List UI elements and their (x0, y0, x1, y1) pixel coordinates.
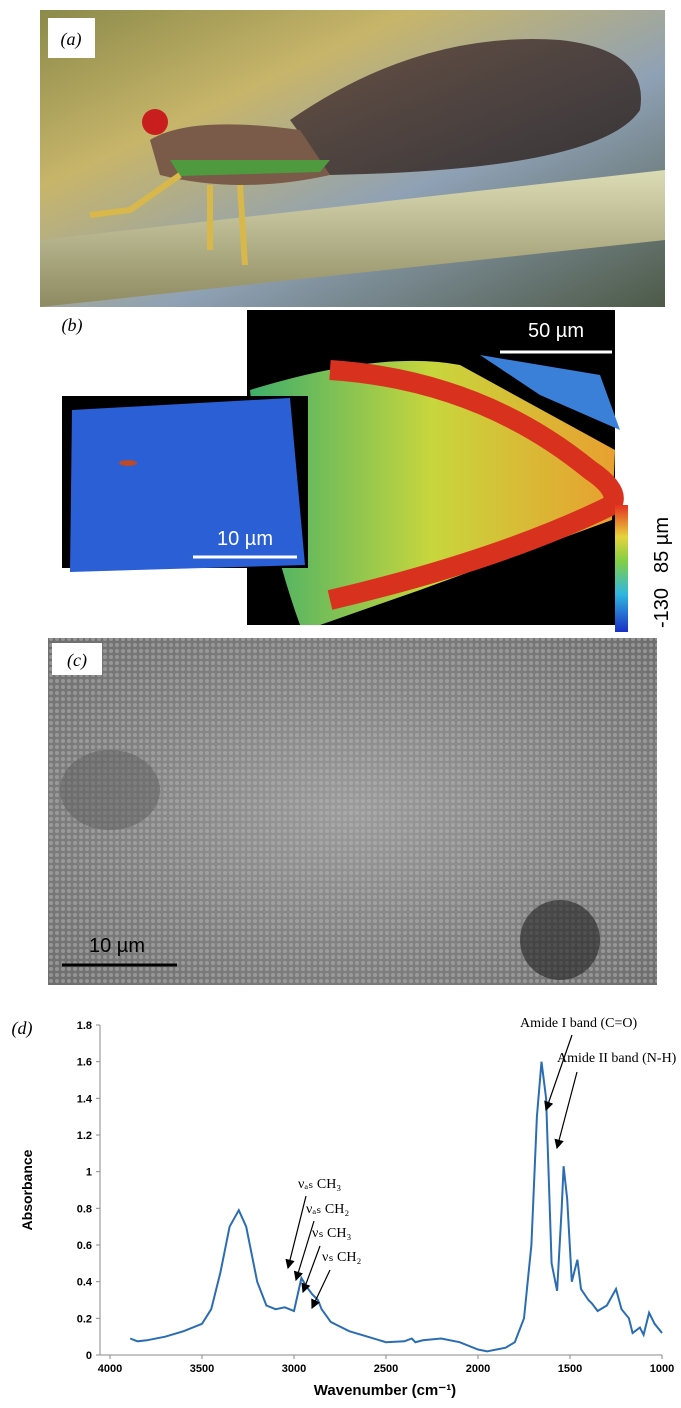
y-tick-label: 0.4 (77, 1277, 93, 1289)
annotation: Amide I band (C=O) (520, 1016, 637, 1031)
annotation: νₛ CH₂ (322, 1250, 362, 1265)
x-tick-label: 1500 (558, 1363, 582, 1375)
x-tick-label: 3000 (282, 1363, 306, 1375)
y-tick-label: 1.6 (77, 1057, 92, 1069)
y-tick-label: 1.8 (77, 1020, 92, 1032)
y-tick-label: 1.4 (77, 1093, 93, 1105)
x-tick-label: 2000 (466, 1363, 490, 1375)
panel-label: (d) (12, 1018, 33, 1039)
panel-a-photo (40, 10, 665, 307)
x-axis-title: Wavenumber (cm⁻¹) (314, 1382, 456, 1399)
spectrum-line (130, 1062, 662, 1352)
panel-label: (a) (61, 29, 82, 50)
y-tick-label: 0.2 (77, 1313, 92, 1325)
annotation: νₐₛ CH₃ (298, 1177, 341, 1192)
colorbar-max: 85 µm (651, 517, 673, 573)
x-tick-label: 1000 (650, 1363, 674, 1375)
y-tick-label: 0.6 (77, 1240, 92, 1252)
scale-label: 10 µm (217, 528, 273, 550)
scale-label: 50 µm (528, 320, 584, 342)
y-tick-label: 0.8 (77, 1203, 92, 1215)
panel-c-image (48, 638, 657, 985)
figure: (a) (b) 50 µm 10 µm 85 µm -130 (c) 10 µm… (0, 0, 681, 1408)
colorbar-min: -130 (651, 588, 673, 628)
y-axis-title: Absorbance (19, 1149, 35, 1230)
annotation: νₛ CH₃ (312, 1226, 352, 1241)
annotation-arrow (546, 1035, 572, 1110)
page: (a) (b) 50 µm 10 µm 85 µm -130 (c) 10 µm… (0, 0, 681, 1408)
x-tick-label: 2500 (374, 1363, 398, 1375)
y-tick-label: 0 (86, 1350, 92, 1362)
annotation: Amide II band (N-H) (557, 1051, 677, 1066)
y-tick-label: 1.2 (77, 1130, 92, 1142)
panel-b-image (62, 310, 628, 632)
scale-label: 10 µm (89, 935, 145, 957)
y-tick-label: 1 (86, 1167, 92, 1179)
panel-label: (b) (62, 315, 83, 336)
x-tick-label: 3500 (190, 1363, 214, 1375)
x-tick-label: 4000 (98, 1363, 122, 1375)
annotation-arrow (303, 1246, 320, 1292)
annotation: νₐₛ CH₂ (306, 1202, 349, 1217)
annotation-arrow (557, 1072, 577, 1148)
panel-label: (c) (67, 650, 87, 671)
annotation-arrow (312, 1270, 330, 1308)
